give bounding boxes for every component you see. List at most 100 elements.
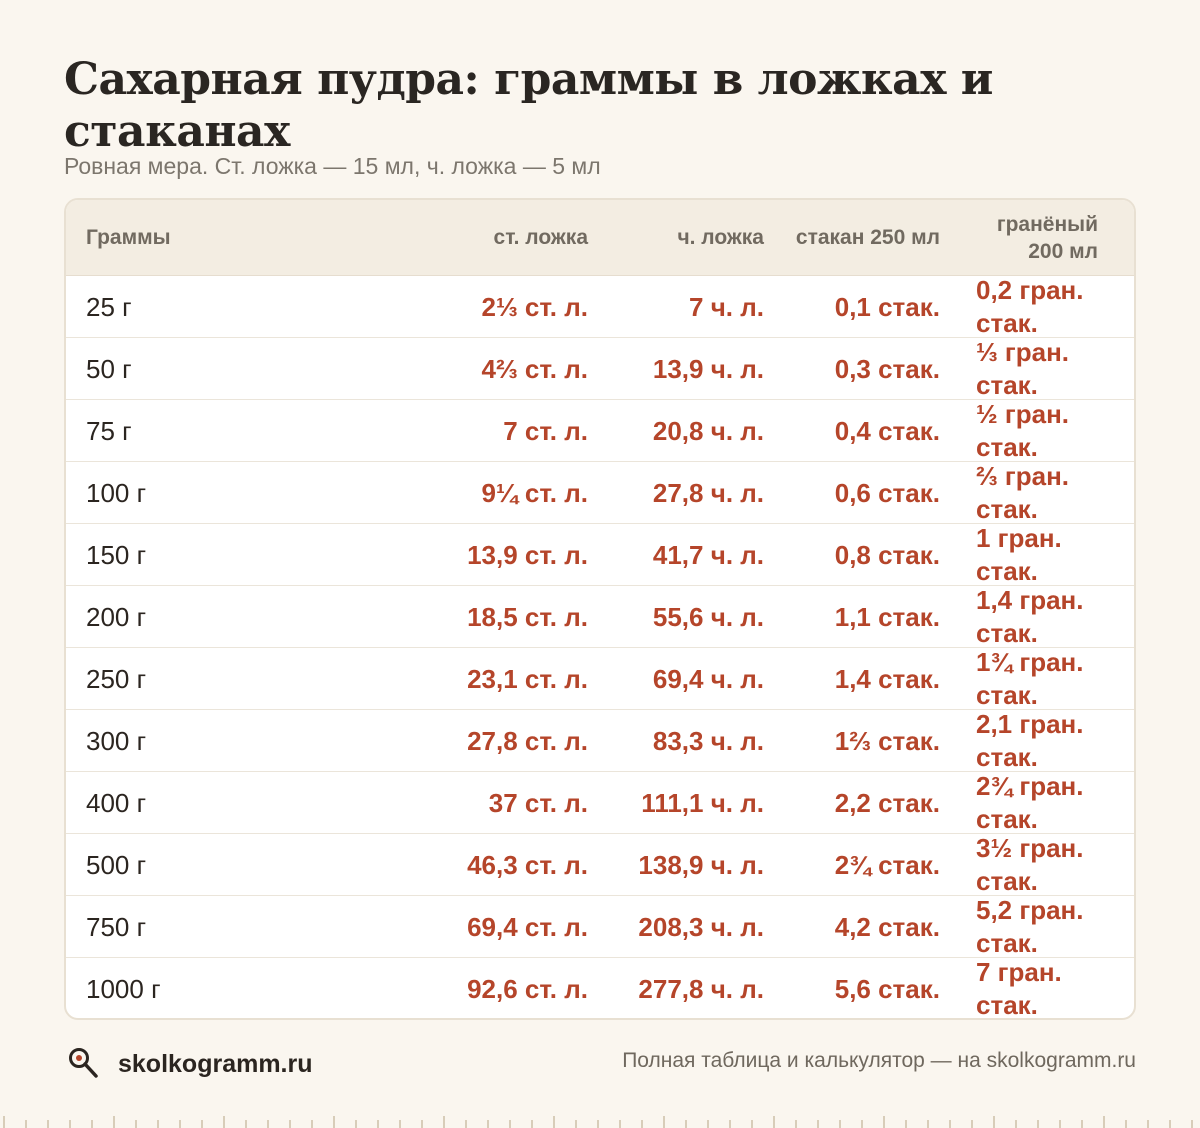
cell-faceted-glass-200: ⅓ гран. стак. — [976, 336, 1070, 400]
cell-teaspoon-text: 13,9 ч. л. — [652, 353, 764, 384]
column-header-teaspoon: ч. ложка — [677, 226, 764, 249]
cell-faceted-glass-200: 5,2 гран. стак. — [976, 894, 1084, 958]
cell-teaspoon-text: 69,4 ч. л. — [652, 663, 764, 694]
column-header-grams: Граммы — [86, 226, 171, 249]
cell-tablespoon: 18,5 ст. л. — [428, 586, 588, 647]
table-row: 750 г 69,4 ст. л. 208,3 ч. л. 4,2 стак. 5,2 … — [66, 894, 1134, 958]
cell-faceted-glass-200: 1¾ гран. стак. — [976, 646, 1084, 710]
cell-grams: 1000 г — [86, 974, 161, 1004]
cell-teaspoon-text: 41,7 ч. л. — [652, 539, 764, 570]
cell-teaspoon-text: 20,8 ч. л. — [652, 415, 764, 446]
cell-teaspoon: 55,6 ч. л. — [588, 586, 764, 647]
column-header-faceted-glass-200: гранёный 200 мл — [996, 212, 1098, 263]
page-subtitle: Ровная мера. Ст. ложка — 15 мл, ч. ложка… — [64, 153, 601, 179]
table-row: 1000 г 92,6 ст. л. 277,8 ч. л. 5,6 стак. 7 г… — [66, 957, 1134, 1020]
cell-glass-250: 2,2 стак. — [834, 787, 940, 818]
cell-faceted-glass-200: 1,4 гран. стак. — [976, 584, 1084, 648]
cell-tablespoon: 23,1 ст. л. — [428, 648, 588, 709]
cell-faceted-glass-200: ½ гран. стак. — [976, 398, 1070, 462]
footer-note: Полная таблица и калькулятор — на skolko… — [622, 1049, 1136, 1072]
cell-tablespoon-text: 9¼ ст. л. — [481, 477, 588, 508]
cell-tablespoon: 37 ст. л. — [428, 772, 588, 833]
cell-grams: 200 г — [86, 601, 147, 632]
cell-grams: 500 г — [86, 849, 147, 880]
cell-grams: 75 г — [86, 415, 132, 446]
cell-glass-250: 2¾ стак. — [834, 849, 940, 880]
table-row: 25 г 2⅓ ст. л. 7 ч. л. 0,1 стак. 0,2 гран. с… — [66, 274, 1134, 338]
cell-glass-250: 0,4 стак. — [834, 415, 940, 446]
brand-logo: skolkogramm.ru — [64, 1044, 313, 1084]
cell-teaspoon-text: 55,6 ч. л. — [652, 601, 764, 632]
table-row: 500 г 46,3 ст. л. 138,9 ч. л. 2¾ стак. 3½ гр… — [66, 832, 1134, 896]
cell-tablespoon-text: 92,6 ст. л. — [467, 974, 588, 1004]
cell-teaspoon-text: 138,9 ч. л. — [638, 849, 764, 880]
cell-grams: 750 г — [86, 911, 147, 942]
table-row: 300 г 27,8 ст. л. 83,3 ч. л. 1⅔ стак. 2,1 гр… — [66, 708, 1134, 772]
page-title: Сахарная пудра: граммы в ложках и стакан… — [64, 54, 993, 157]
cell-teaspoon-text: 111,1 ч. л. — [641, 787, 764, 818]
cell-grams: 250 г — [86, 663, 147, 694]
cell-teaspoon: 208,3 ч. л. — [588, 896, 764, 957]
cell-teaspoon: 13,9 ч. л. — [588, 338, 764, 399]
cell-grams: 400 г — [86, 787, 147, 818]
cell-teaspoon: 41,7 ч. л. — [588, 524, 764, 585]
cell-tablespoon-text: 2⅓ ст. л. — [481, 291, 588, 322]
cell-teaspoon: 138,9 ч. л. — [588, 834, 764, 895]
cell-tablespoon: 4⅔ ст. л. — [428, 338, 588, 399]
cell-glass-250: 5,6 стак. — [834, 974, 940, 1004]
cell-glass-250: 0,3 стак. — [834, 353, 940, 384]
cell-grams: 50 г — [86, 353, 132, 384]
cell-tablespoon: 46,3 ст. л. — [428, 834, 588, 895]
cell-faceted-glass-200: 0,2 гран. стак. — [976, 274, 1084, 338]
cell-tablespoon-text: 69,4 ст. л. — [467, 911, 588, 942]
cell-tablespoon-text: 13,9 ст. л. — [467, 539, 588, 570]
cell-grams: 25 г — [86, 291, 132, 322]
cell-tablespoon: 2⅓ ст. л. — [428, 276, 588, 337]
cell-tablespoon: 69,4 ст. л. — [428, 896, 588, 957]
cell-glass-250: 0,8 стак. — [834, 539, 940, 570]
magnifier-icon — [69, 1048, 98, 1078]
cell-faceted-glass-200: 7 гран. стак. — [976, 957, 1062, 1020]
cell-tablespoon: 13,9 ст. л. — [428, 524, 588, 585]
cell-tablespoon-text: 4⅔ ст. л. — [481, 353, 588, 384]
cell-teaspoon: 277,8 ч. л. — [588, 958, 764, 1018]
table-body: 25 г 2⅓ ст. л. 7 ч. л. 0,1 стак. 0,2 гран. с… — [66, 274, 1134, 1020]
cell-faceted-glass-200: 2,1 гран. стак. — [976, 708, 1084, 772]
table-row: 400 г 37 ст. л. 111,1 ч. л. 2,2 стак. 2¾ гра… — [66, 770, 1134, 834]
cell-teaspoon-text: 83,3 ч. л. — [652, 725, 764, 756]
cell-glass-250: 0,6 стак. — [834, 477, 940, 508]
cell-teaspoon: 20,8 ч. л. — [588, 400, 764, 461]
cell-tablespoon-text: 23,1 ст. л. — [467, 663, 588, 694]
table-row: 250 г 23,1 ст. л. 69,4 ч. л. 1,4 стак. 1¾ гр… — [66, 646, 1134, 710]
cell-teaspoon: 111,1 ч. л. — [588, 772, 764, 833]
cell-tablespoon-text: 18,5 ст. л. — [467, 601, 588, 632]
brand-name: skolkogramm.ru — [118, 1049, 313, 1078]
cell-glass-250: 1⅔ стак. — [834, 725, 940, 756]
cell-tablespoon: 9¼ ст. л. — [428, 462, 588, 523]
cell-teaspoon-text: 7 ч. л. — [689, 291, 764, 322]
cell-glass-250: 1,1 стак. — [834, 601, 940, 632]
cell-tablespoon: 7 ст. л. — [428, 400, 588, 461]
table-row: 200 г 18,5 ст. л. 55,6 ч. л. 1,1 стак. 1,4 г… — [66, 584, 1134, 648]
cell-teaspoon: 27,8 ч. л. — [588, 462, 764, 523]
table-row: 75 г 7 ст. л. 20,8 ч. л. 0,4 стак. ½ гран. с… — [66, 398, 1134, 462]
cell-faceted-glass-200: 2¾ гран. стак. — [976, 770, 1084, 834]
cell-teaspoon: 69,4 ч. л. — [588, 648, 764, 709]
cell-glass-250: 1,4 стак. — [834, 663, 940, 694]
column-header-tablespoon: ст. ложка — [493, 226, 588, 249]
cell-faceted-glass-200: 3½ гран. стак. — [976, 832, 1084, 896]
cell-grams: 300 г — [86, 725, 147, 756]
cell-tablespoon: 92,6 ст. л. — [428, 958, 588, 1018]
cell-glass-250: 0,1 стак. — [834, 291, 940, 322]
cell-tablespoon-text: 27,8 ст. л. — [467, 725, 588, 756]
cell-faceted-glass-200: 1 гран. стак. — [976, 522, 1062, 586]
cell-tablespoon-text: 7 ст. л. — [503, 415, 588, 446]
cell-teaspoon-text: 27,8 ч. л. — [652, 477, 764, 508]
cell-teaspoon: 7 ч. л. — [588, 276, 764, 337]
column-header-glass-250: стакан 250 мл — [795, 226, 940, 249]
table-row: 100 г 9¼ ст. л. 27,8 ч. л. 0,6 стак. ⅔ гран.… — [66, 461, 1134, 524]
ruler-decoration — [3, 1116, 1193, 1128]
cell-grams: 100 г — [86, 477, 147, 508]
table-row: 50 г 4⅔ ст. л. 13,9 ч. л. 0,3 стак. ⅓ гран. … — [66, 336, 1134, 400]
conversion-table: Граммы ст. ложка ч. ложка стакан 250 мл … — [64, 198, 1136, 1020]
